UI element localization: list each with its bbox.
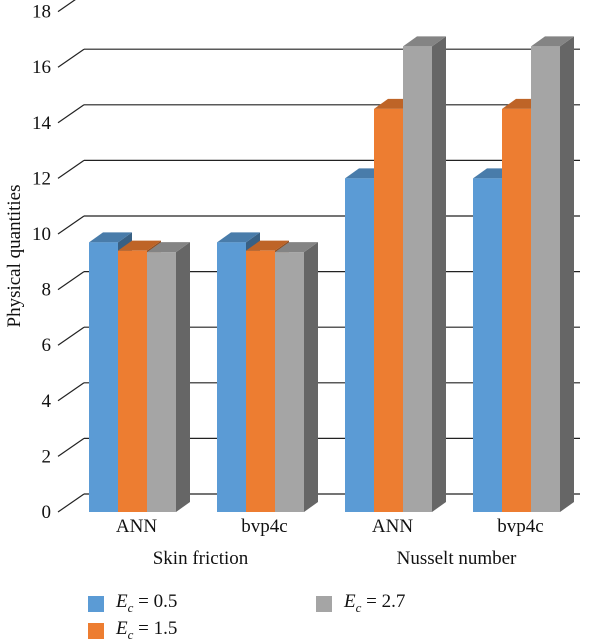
gridline-diagonal (57, 437, 85, 457)
legend-label-series-1: Ec = 1.5 (116, 618, 178, 642)
bar (275, 252, 304, 512)
bar-top (89, 232, 132, 243)
y-tick-label: 2 (42, 446, 52, 467)
y-tick-label: 12 (32, 168, 51, 189)
bar (502, 108, 531, 513)
legend-item-series-2: Ec = 2.7 (316, 591, 405, 616)
bar-top (246, 240, 289, 251)
gridline-diagonal (57, 104, 85, 124)
bar-top (403, 36, 446, 47)
x-tick-label: ANN (116, 516, 157, 537)
y-tick-label: 16 (32, 57, 51, 78)
legend-label-series-0: Ec = 0.5 (116, 591, 178, 615)
gridline-diagonal (57, 159, 85, 179)
gridline-diagonal (57, 326, 85, 346)
bar-side (560, 36, 574, 512)
bar-layer (89, 36, 574, 513)
legend-swatch-series-1 (88, 622, 104, 639)
bar-top (217, 232, 260, 243)
bar-top (147, 242, 190, 253)
legend-item-series-0: Ec = 0.5 (88, 591, 177, 616)
bar (89, 242, 118, 512)
y-tick-label: 4 (42, 391, 52, 412)
bar (473, 178, 502, 512)
bar-top (531, 36, 574, 47)
bar (147, 252, 176, 512)
tick-layer: 0 2 4 6 8 10 12 14 16 18 ANN bvp4c ANN bvp4c Skin fric… (32, 2, 544, 569)
bar-side (304, 242, 318, 512)
bar-side (176, 242, 190, 512)
bar (118, 250, 147, 512)
bar-side (432, 36, 446, 512)
bar-top (275, 242, 318, 253)
gridline-diagonal (57, 215, 85, 235)
x-group-label: Skin friction (153, 548, 249, 569)
bar-top (118, 240, 161, 251)
y-tick-label: 14 (32, 113, 52, 134)
legend-swatch-series-0 (88, 595, 104, 612)
x-tick-label: bvp4c (241, 516, 287, 537)
bar (345, 178, 374, 512)
y-tick-label: 0 (42, 502, 52, 523)
y-tick-label: 6 (42, 335, 52, 356)
bar (246, 250, 275, 512)
y-tick-label: 18 (32, 2, 51, 23)
gridline-diagonal (57, 382, 85, 402)
gridline-diagonal (57, 0, 76, 13)
y-tick-label: 8 (42, 280, 52, 301)
y-axis-label: Physical quantities (4, 184, 25, 327)
legend-item-series-1: Ec = 1.5 (88, 618, 177, 643)
legend-label-series-2: Ec = 2.7 (344, 591, 406, 615)
gridline-diagonal (57, 271, 85, 291)
gridline-diagonal (57, 493, 85, 513)
bar (403, 46, 432, 512)
bar (374, 108, 403, 513)
gridline-diagonal (57, 48, 85, 68)
bar (531, 46, 560, 512)
x-group-label: Nusselt number (397, 548, 517, 569)
legend-swatch-series-2 (316, 595, 332, 612)
bar (217, 242, 246, 512)
y-tick-label: 10 (32, 224, 51, 245)
x-tick-label: ANN (372, 516, 413, 537)
x-tick-label: bvp4c (497, 516, 543, 537)
